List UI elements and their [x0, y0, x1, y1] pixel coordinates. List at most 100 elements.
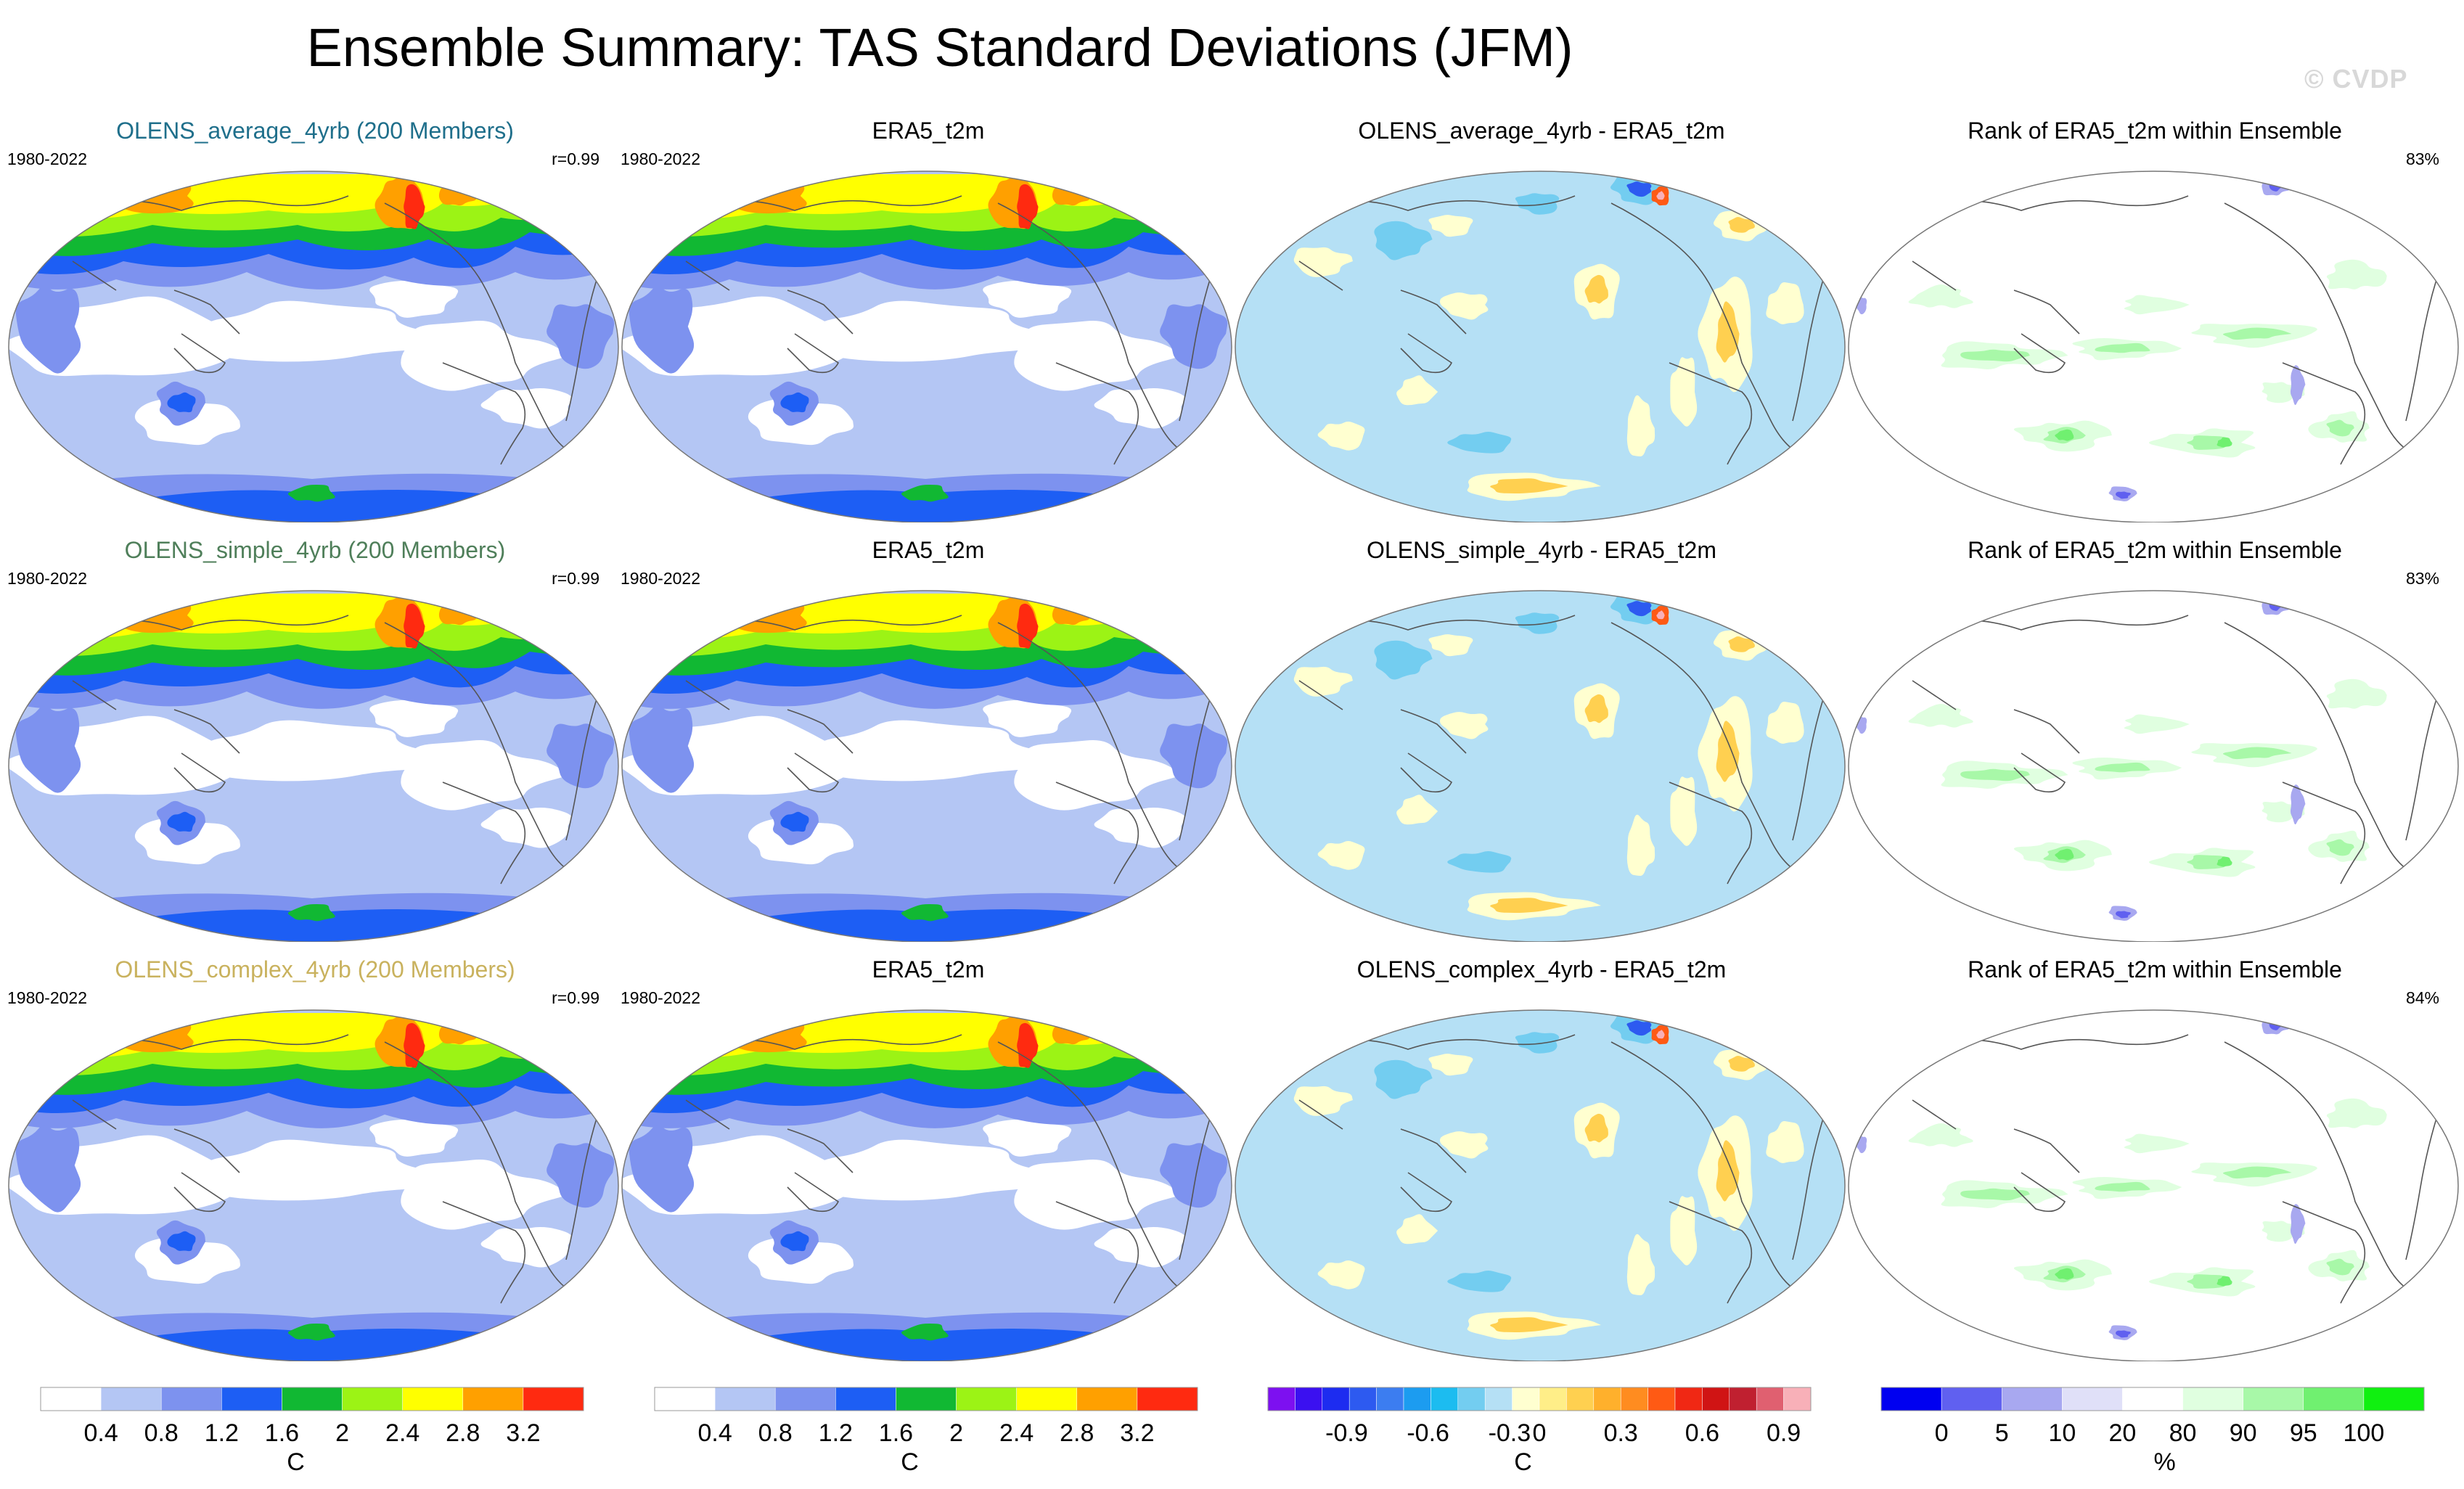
field-contour: [167, 392, 196, 413]
field-contour: [369, 1119, 459, 1157]
field-contour: [1439, 1131, 1489, 1159]
coastline: [565, 1099, 603, 1260]
colorbar-unit: C: [287, 1448, 305, 1476]
field-contour: [547, 304, 615, 369]
coastline: [787, 752, 840, 793]
field-contour: [480, 388, 572, 429]
field-contour: [404, 603, 425, 649]
coastline: [997, 202, 1195, 458]
field-contour: [1670, 776, 1698, 846]
field-contour: [1374, 1059, 1433, 1099]
panel-title: Rank of ERA5_t2m within Ensemble: [1968, 537, 2342, 563]
field-contour: [2290, 784, 2306, 825]
field-contour: [2222, 747, 2292, 760]
panel-period-label: 1980-2022: [7, 569, 87, 588]
coastline: [1610, 622, 1808, 877]
coastline: [2405, 261, 2443, 422]
colorbar-swatch: [342, 1387, 403, 1411]
field-contour: [2290, 365, 2306, 406]
colorbar-tick-label: 5: [1995, 1419, 2009, 1447]
map-outline: [1848, 1009, 2459, 1361]
colorbar-swatch: [1348, 1387, 1377, 1411]
field-contour: [480, 1227, 572, 1268]
colorbar-tick-label: 0.4: [83, 1419, 118, 1447]
field-contour: [2222, 327, 2292, 340]
panel-period-label: 1980-2022: [621, 988, 700, 1007]
map-outline: [8, 171, 619, 522]
field-contour: [1017, 1022, 1039, 1068]
field-contour: [1272, 620, 1314, 652]
colorbar-swatch: [2122, 1387, 2183, 1411]
field-contour: [1960, 768, 2030, 782]
map-panel: Rank of ERA5_t2m within Ensemble 83%: [1847, 116, 2463, 522]
field-contour: [2095, 342, 2150, 353]
field-contour: [1656, 191, 1665, 200]
panel-title: OLENS_average_4yrb - ERA5_t2m: [1358, 118, 1725, 144]
field-contour: [1908, 1123, 1973, 1147]
map-panel: OLENS_average_4yrb (200 Members) 1980-202…: [7, 116, 623, 522]
field-contour: [1374, 221, 1433, 261]
colorbar-tick-label: 1.6: [879, 1419, 913, 1447]
colorbar-tick-label: 90: [2230, 1419, 2257, 1447]
field-contour: [1728, 1056, 1755, 1072]
field-contour: [901, 1323, 949, 1341]
field-contour: [1766, 1121, 1804, 1163]
panel-title: ERA5_t2m: [872, 537, 985, 563]
field-contour: [1293, 247, 1353, 277]
map-panel: OLENS_simple_4yrb (200 Members) 1980-2022…: [7, 536, 623, 942]
field-contour: [1626, 395, 1655, 456]
panel-stat-label: r=0.99: [552, 988, 599, 1007]
field-base: [1235, 591, 1845, 942]
field-contour: [15, 1125, 81, 1213]
world-map: [621, 590, 1232, 942]
colorbar-tick-label: -0.3: [1489, 1419, 1531, 1447]
coastline: [787, 1172, 840, 1213]
field-contour: [1439, 292, 1489, 320]
field-contour: [2124, 1133, 2190, 1154]
colorbar-tick-label: 2: [949, 1419, 963, 1447]
coastline: [1055, 362, 1139, 465]
colorbar-tick-label: 0.9: [1767, 1419, 1801, 1447]
field-contour: [1584, 274, 1608, 304]
colorbar-tick-label: 3.2: [506, 1419, 540, 1447]
colorbar-tick-label: 20: [2109, 1419, 2137, 1447]
coastline: [384, 202, 581, 458]
field-contour: [1014, 320, 1184, 391]
coastline: [1669, 1201, 1753, 1304]
coastline: [442, 362, 526, 465]
field-contour: [2095, 762, 2150, 773]
field-contour: [1317, 841, 1365, 870]
field-contour: [438, 176, 477, 206]
colorbar-swatch: [1322, 1387, 1350, 1411]
field-contour: [401, 1159, 570, 1230]
coastline: [565, 680, 603, 841]
colorbar-svg: -0.9 -0.6 -0.3 0 0.3 0.6 0.9 C: [1267, 1387, 1812, 1476]
field-contour: [1160, 723, 1228, 789]
colorbar-frame: [1880, 1387, 2425, 1411]
field-contour: [1490, 1317, 1568, 1333]
colorbar-tick-label: 1.2: [205, 1419, 239, 1447]
map-panel: ERA5_t2m 1980-2022: [621, 536, 1236, 942]
field-contour: [2222, 1166, 2292, 1179]
colorbar-swatch: [282, 1387, 343, 1411]
field-contour: [1094, 1227, 1185, 1268]
field-contour: [1584, 1113, 1608, 1143]
field-contour: [1439, 712, 1489, 739]
map-panel: OLENS_simple_4yrb - ERA5_t2m: [1234, 536, 1849, 942]
field-contour: [369, 280, 459, 318]
coastline: [1298, 261, 1343, 291]
map-panel: OLENS_average_4yrb - ERA5_t2m: [1234, 116, 1849, 522]
map-outline: [1848, 171, 2459, 522]
map-outline: [8, 1009, 619, 1361]
coastline: [685, 261, 730, 291]
field-contour: [1428, 215, 1473, 237]
coastline: [173, 333, 226, 374]
field-contour: [1014, 739, 1184, 811]
field-contour: [2326, 839, 2354, 856]
world-map: [8, 171, 619, 522]
coastline: [1912, 1099, 1957, 1130]
field-contour: [1094, 388, 1185, 429]
field-contour: [1052, 1015, 1090, 1045]
coastline: [72, 1099, 117, 1130]
coastline: [1400, 1128, 1467, 1173]
